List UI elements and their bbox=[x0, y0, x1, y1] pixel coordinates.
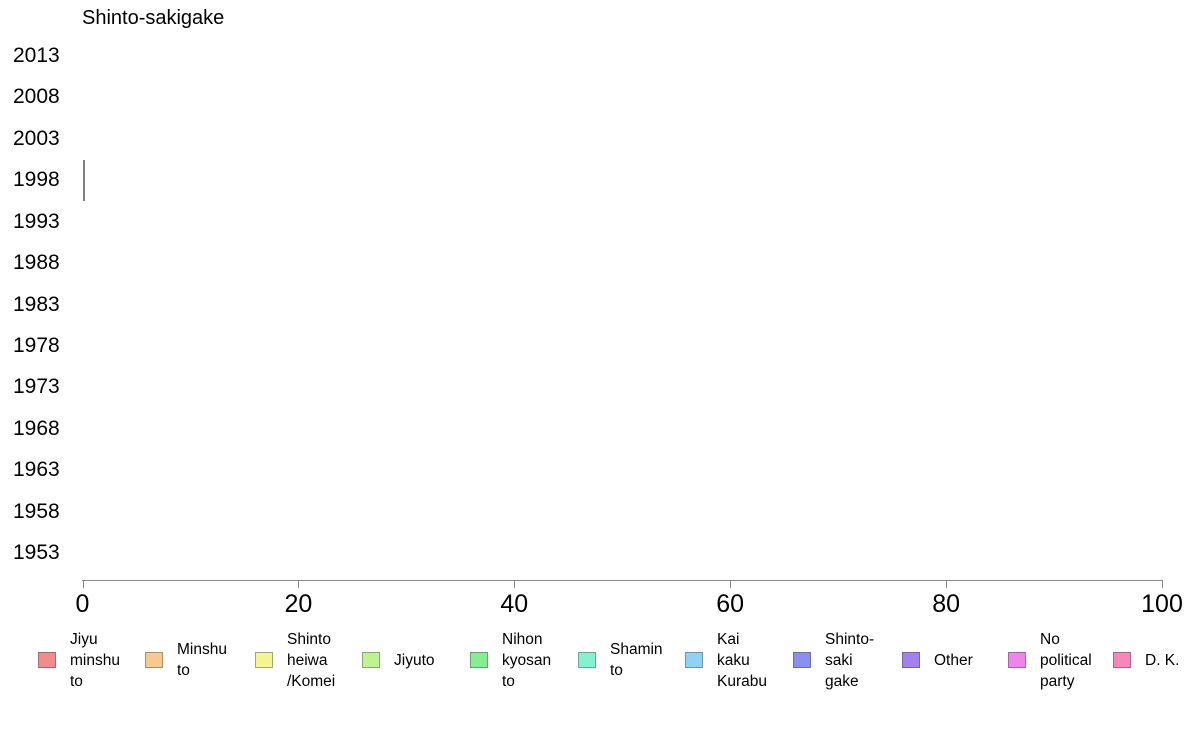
y-axis-label-1963: 1963 bbox=[13, 458, 60, 482]
legend-item-other: Other bbox=[902, 626, 973, 694]
legend-item-jiyuto: Jiyuto bbox=[362, 626, 435, 694]
y-axis-label-1973: 1973 bbox=[13, 375, 60, 399]
x-axis-tick-100 bbox=[1162, 580, 1163, 588]
legend-swatch-kai-kaku-kurabu bbox=[685, 652, 703, 668]
legend-item-shinto-heiwa-komei: Shinto heiwa/Komei bbox=[255, 626, 335, 694]
bar-1998 bbox=[82, 159, 85, 201]
legend-label-no-political-party: No political party bbox=[1040, 630, 1092, 690]
y-axis-label-1998: 1998 bbox=[13, 168, 60, 192]
legend-swatch-other bbox=[902, 652, 920, 668]
legend-label-d-k: D. K. bbox=[1145, 651, 1180, 669]
y-axis-label-2008: 2008 bbox=[13, 85, 60, 109]
chart-title: Shinto-sakigake bbox=[82, 7, 225, 29]
x-axis-tick-label-60: 60 bbox=[716, 590, 745, 618]
legend-swatch-jiyuto bbox=[362, 652, 380, 668]
legend-swatch-minshu-to bbox=[145, 652, 163, 668]
legend-item-nihon-kyosan-to: Nihon kyosan to bbox=[470, 626, 551, 694]
legend-label-shamin-to: Shamin to bbox=[610, 641, 663, 679]
x-axis-tick-label-40: 40 bbox=[500, 590, 529, 618]
legend-swatch-no-political-party bbox=[1008, 652, 1026, 668]
legend-swatch-shinto-saki-gake bbox=[793, 652, 811, 668]
y-axis-label-1968: 1968 bbox=[13, 416, 60, 440]
y-axis-label-1993: 1993 bbox=[13, 209, 60, 233]
legend-label-jiyuto: Jiyuto bbox=[394, 651, 435, 669]
y-axis-label-2003: 2003 bbox=[13, 126, 60, 150]
legend-item-minshu-to: Minshu to bbox=[145, 626, 227, 694]
legend-swatch-shinto-heiwa-komei bbox=[255, 652, 273, 668]
legend-item-jiyu-minshu-to: Jiyu minshu to bbox=[38, 626, 120, 694]
y-axis-label-1983: 1983 bbox=[13, 292, 60, 316]
legend-label-kai-kaku-kurabu: Kai kaku Kurabu bbox=[717, 630, 767, 690]
x-axis-tick-label-0: 0 bbox=[75, 590, 90, 618]
legend-swatch-jiyu-minshu-to bbox=[38, 652, 56, 668]
x-axis-tick-label-20: 20 bbox=[284, 590, 313, 618]
legend-label-shinto-heiwa-komei: Shinto heiwa/Komei bbox=[287, 630, 336, 690]
x-axis-tick-60 bbox=[730, 580, 732, 588]
legend-label-nihon-kyosan-to: Nihon kyosan to bbox=[502, 630, 552, 690]
legend-swatch-d-k bbox=[1113, 652, 1131, 668]
legend-label-minshu-to: Minshu to bbox=[177, 641, 227, 679]
legend-label-shinto-saki-gake: Shinto-saki gake bbox=[825, 630, 875, 690]
legend-item-shinto-saki-gake: Shinto-saki gake bbox=[793, 626, 874, 694]
x-axis-tick-40 bbox=[514, 580, 516, 588]
x-axis-tick-label-100: 100 bbox=[1141, 590, 1183, 618]
y-axis-label-1978: 1978 bbox=[13, 333, 60, 357]
y-axis-label-1958: 1958 bbox=[13, 499, 60, 523]
legend-swatch-nihon-kyosan-to bbox=[470, 652, 488, 668]
legend-item-no-political-party: No political party bbox=[1008, 626, 1092, 694]
legend-item-shamin-to: Shamin to bbox=[578, 626, 663, 694]
legend-label-jiyu-minshu-to: Jiyu minshu to bbox=[70, 630, 120, 690]
legend-item-kai-kaku-kurabu: Kai kaku Kurabu bbox=[685, 626, 767, 694]
x-axis-tick-80 bbox=[946, 580, 948, 588]
legend-item-d-k: D. K. bbox=[1113, 626, 1179, 694]
y-axis-label-1988: 1988 bbox=[13, 251, 60, 275]
y-axis-label-1953: 1953 bbox=[13, 541, 60, 565]
legend-swatch-shamin-to bbox=[578, 652, 596, 668]
legend-label-other: Other bbox=[934, 651, 973, 669]
y-axis-label-2013: 2013 bbox=[13, 44, 60, 67]
x-axis-tick-label-80: 80 bbox=[932, 590, 960, 618]
x-axis-tick-20 bbox=[298, 580, 300, 588]
x-axis-tick-0 bbox=[82, 580, 84, 588]
x-axis-line bbox=[82, 580, 1163, 581]
